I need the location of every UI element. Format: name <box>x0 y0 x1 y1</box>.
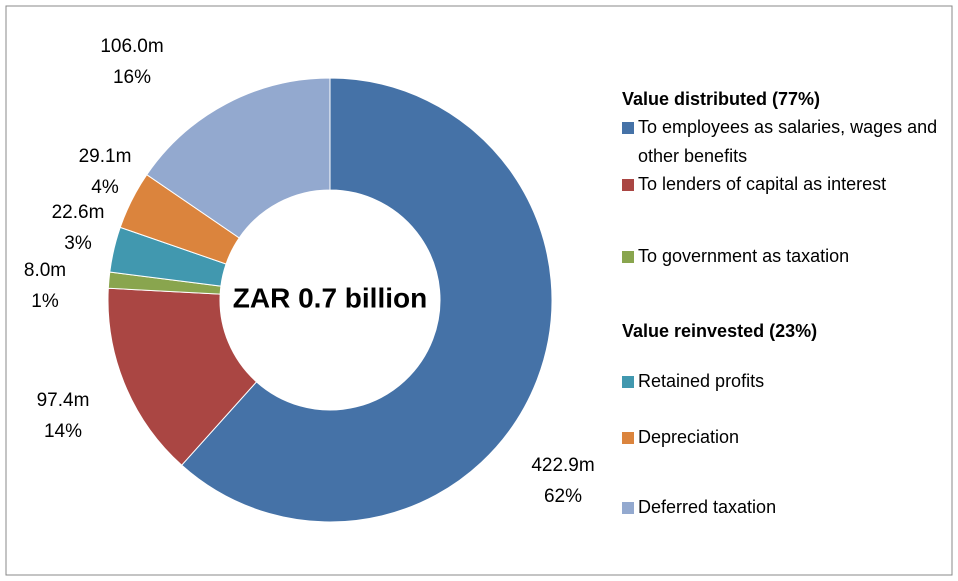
legend-swatch <box>622 122 634 134</box>
legend-title: Value reinvested (23%) <box>622 321 817 341</box>
data-label: 3% <box>64 233 92 254</box>
legend-swatch <box>622 179 634 191</box>
data-label: 4% <box>91 177 119 198</box>
legend-label: To employees as salaries, wages and othe… <box>638 117 942 166</box>
legend-swatch <box>622 502 634 514</box>
legend-label: Depreciation <box>638 427 739 447</box>
legend-label: Deferred taxation <box>638 497 776 517</box>
legend-line: Deferred taxation <box>638 497 776 517</box>
data-label: 97.4m <box>37 390 90 411</box>
data-label: 106.0m <box>100 36 163 57</box>
slice <box>146 77 331 239</box>
legend-label: To lenders of capital as interest <box>638 174 886 194</box>
legend-line: other benefits <box>638 146 747 166</box>
legend-line: Depreciation <box>638 427 739 447</box>
slice <box>180 77 553 523</box>
legend-label: Retained profits <box>638 371 764 391</box>
legend-line: To employees as salaries, wages and <box>638 117 942 137</box>
data-label: 22.6m <box>52 202 105 223</box>
legend-line: To lenders of capital as interest <box>638 174 886 194</box>
center-label: ZAR 0.7 billion <box>233 282 427 313</box>
legend-line: Retained profits <box>638 371 764 391</box>
legend-swatch <box>622 432 634 444</box>
data-label: 8.0m <box>24 260 66 281</box>
data-label: 29.1m <box>79 146 132 167</box>
data-label: 16% <box>113 67 151 88</box>
legend-line: To government as taxation <box>638 246 849 266</box>
data-label: 62% <box>544 486 582 507</box>
legend-swatch <box>622 251 634 263</box>
legend-label: To government as taxation <box>638 246 849 266</box>
donut <box>107 77 553 523</box>
data-label: 422.9m <box>531 455 594 476</box>
data-label: 14% <box>44 421 82 442</box>
legend-swatch <box>622 376 634 388</box>
data-label: 1% <box>31 291 59 312</box>
legend-title: Value distributed (77%) <box>622 89 820 109</box>
